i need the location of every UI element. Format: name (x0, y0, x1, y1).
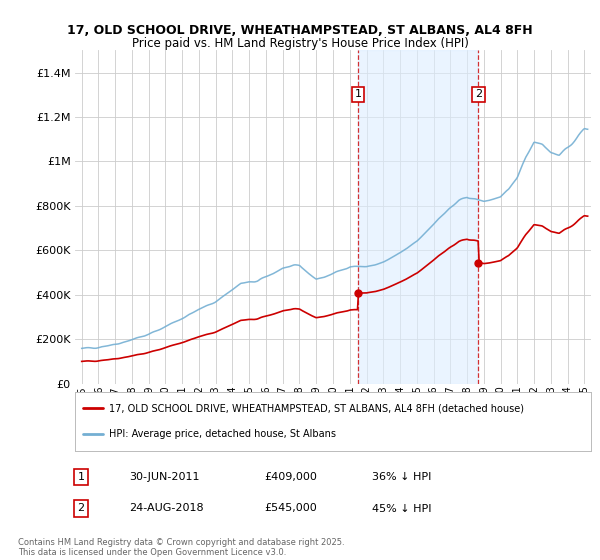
Text: 24-AUG-2018: 24-AUG-2018 (129, 503, 203, 514)
Text: Contains HM Land Registry data © Crown copyright and database right 2025.
This d: Contains HM Land Registry data © Crown c… (18, 538, 344, 557)
Text: £409,000: £409,000 (264, 472, 317, 482)
Text: Price paid vs. HM Land Registry's House Price Index (HPI): Price paid vs. HM Land Registry's House … (131, 37, 469, 50)
Text: 1: 1 (355, 90, 362, 99)
Text: 2: 2 (77, 503, 85, 514)
Text: 17, OLD SCHOOL DRIVE, WHEATHAMPSTEAD, ST ALBANS, AL4 8FH (detached house): 17, OLD SCHOOL DRIVE, WHEATHAMPSTEAD, ST… (109, 403, 524, 413)
Text: 30-JUN-2011: 30-JUN-2011 (129, 472, 199, 482)
Text: 2: 2 (475, 90, 482, 99)
Text: 17, OLD SCHOOL DRIVE, WHEATHAMPSTEAD, ST ALBANS, AL4 8FH: 17, OLD SCHOOL DRIVE, WHEATHAMPSTEAD, ST… (67, 24, 533, 38)
Text: 1: 1 (77, 472, 85, 482)
Text: £545,000: £545,000 (264, 503, 317, 514)
Text: HPI: Average price, detached house, St Albans: HPI: Average price, detached house, St A… (109, 430, 335, 440)
Bar (358, 50, 478, 384)
Text: 45% ↓ HPI: 45% ↓ HPI (372, 503, 431, 514)
Text: 36% ↓ HPI: 36% ↓ HPI (372, 472, 431, 482)
